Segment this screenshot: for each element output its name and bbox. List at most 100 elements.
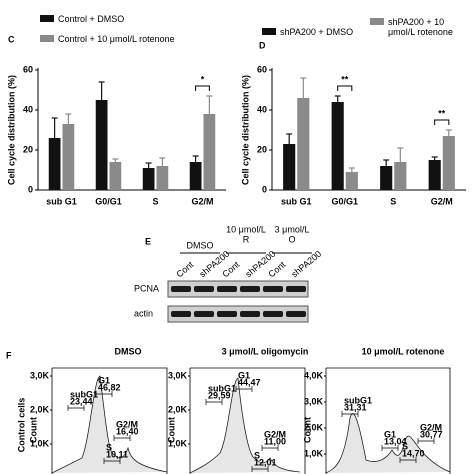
- legend-entry: shPA200 + 10 μmol/L rotenone: [370, 17, 470, 37]
- gate-value: 14,70: [402, 448, 425, 458]
- gate-value: 23,44: [70, 396, 93, 406]
- significance-bracket: [434, 119, 450, 125]
- gate-value: 11,00: [264, 436, 286, 446]
- gate-bracket: [399, 457, 417, 463]
- y-tick-label: 1,0K: [30, 438, 50, 448]
- legend-label: Control + DMSO: [58, 14, 125, 24]
- legend-entry: shPA200 + DMSO: [262, 27, 452, 37]
- bar: [95, 100, 108, 190]
- group-label: DMSO: [187, 240, 214, 250]
- significance-mark: *: [201, 74, 205, 84]
- blot-band: [286, 311, 306, 317]
- blot-band: [217, 311, 237, 317]
- bar: [283, 144, 296, 190]
- significance-mark: **: [438, 108, 446, 118]
- gate-bracket: [205, 399, 223, 405]
- bar: [156, 166, 169, 190]
- gate-value: 13,04: [384, 436, 407, 446]
- group-label: O: [288, 234, 295, 244]
- legend-label: Control + 10 μmol/L rotenone: [58, 34, 175, 44]
- gate-name: S: [106, 442, 112, 452]
- y-tick-label: 0: [262, 184, 267, 194]
- group-label: 10 μmol/L: [226, 224, 266, 234]
- gate-bracket: [103, 458, 121, 464]
- y-tick-label: 0: [28, 184, 33, 194]
- x-tick-label: G2/M: [431, 196, 453, 206]
- group-label: 3 μmol/L: [275, 224, 310, 234]
- bar: [142, 168, 155, 190]
- bar: [189, 162, 202, 190]
- bar: [345, 172, 358, 190]
- plot-frame: [325, 367, 451, 474]
- panel-letter: C: [8, 34, 15, 44]
- gate-value: 10,11: [106, 449, 128, 459]
- legend-label: shPA200 + 10 μmol/L rotenone: [388, 17, 453, 37]
- x-tick-label: G0/G1: [331, 196, 358, 206]
- x-tick-label: G2/M: [191, 196, 213, 206]
- blot-band: [240, 311, 260, 317]
- gate-name: G2/M: [116, 419, 138, 429]
- legend-entry: Control + DMSO: [40, 14, 230, 24]
- group-label: R: [243, 234, 250, 244]
- blot-strip: [167, 305, 309, 323]
- y-tick-label: 2,0K: [168, 404, 188, 414]
- y-tick-label: 3,0K: [30, 370, 50, 380]
- significance-bracket: [195, 85, 210, 91]
- y-axis-label: Cell cycle distribution (%): [6, 75, 16, 185]
- bar: [428, 160, 441, 190]
- gate-name: G2/M: [420, 422, 442, 432]
- gate-bracket: [235, 386, 253, 392]
- gate-value: 12,01: [254, 457, 277, 467]
- bar: [442, 136, 455, 190]
- blot-band: [171, 311, 191, 317]
- blot-band: [171, 286, 191, 292]
- gate-name: subG1: [344, 395, 372, 405]
- significance-mark: **: [341, 74, 349, 84]
- blot-strip: [167, 280, 309, 298]
- row-label: PCNA: [134, 283, 159, 293]
- blot-band: [240, 286, 260, 292]
- y-tick-label: 1,0K: [304, 448, 324, 458]
- gate-bracket: [341, 411, 359, 417]
- gate-value: 16,40: [116, 426, 139, 436]
- bar: [380, 166, 393, 190]
- blot-band: [217, 286, 237, 292]
- plot-title: 3 μmol/L oligomycin: [222, 346, 309, 356]
- lane-label: Cont: [174, 259, 195, 279]
- plot-frame: [51, 367, 168, 474]
- y-tick-label: 40: [23, 104, 33, 114]
- x-tick-label: G0/G1: [95, 196, 122, 206]
- significance-bracket: [337, 85, 353, 91]
- y-tick-label: 3,0K: [304, 396, 324, 406]
- bar: [48, 138, 61, 190]
- gate-name: subG1: [70, 389, 98, 399]
- y-tick-label: 40: [257, 104, 267, 114]
- bar: [394, 162, 407, 190]
- bar: [109, 162, 122, 190]
- blot-band: [263, 286, 283, 292]
- gate-value: 29,59: [208, 390, 231, 400]
- x-tick-label: sub G1: [281, 196, 312, 206]
- gate-value: 44,47: [238, 377, 261, 387]
- legend-swatch: [370, 18, 384, 25]
- gate-name: S: [402, 441, 408, 451]
- gate-bracket: [261, 445, 279, 451]
- gate-name: G1: [238, 370, 250, 380]
- legend-label: shPA200 + DMSO: [280, 27, 354, 37]
- panel-letter: F: [6, 350, 12, 360]
- gate-value: 30,77: [420, 429, 443, 439]
- plot-title: DMSO: [115, 346, 142, 356]
- x-tick-label: S: [152, 196, 158, 206]
- gate-bracket: [251, 466, 269, 472]
- legend-swatch: [40, 15, 54, 22]
- panel-letter: E: [145, 236, 151, 246]
- gate-bracket: [95, 391, 113, 397]
- x-tick-label: sub G1: [46, 196, 77, 206]
- y-tick-label: 4,0K: [304, 370, 324, 380]
- gate-value: 31,31: [344, 402, 367, 412]
- row-label: actin: [134, 308, 153, 318]
